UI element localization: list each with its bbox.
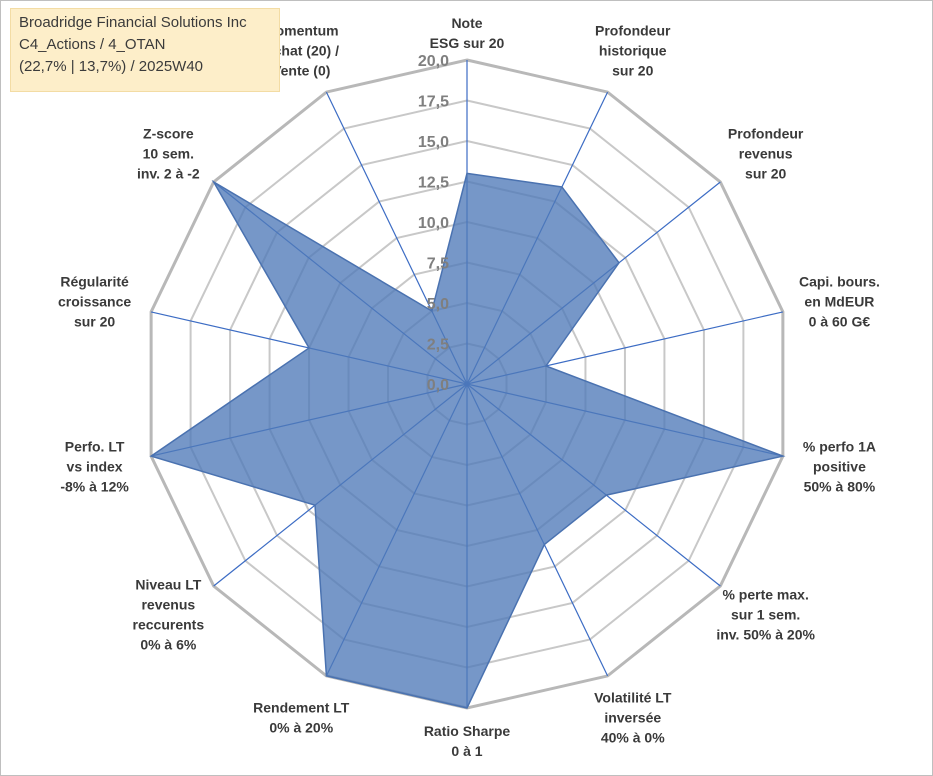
axis-label-line: inv. 2 à -2 [137,165,200,181]
axis-label-line: Rendement LT [253,699,350,715]
axis-label-line: Niveau LT [135,577,201,593]
axis-label-line: en MdEUR [804,294,874,310]
axis-label-line: % perte max. [722,587,808,603]
tick-label: 12,5 [418,175,449,192]
axis-label-line: positive [813,458,866,474]
axis-label-line: ESG sur 20 [430,35,505,51]
axis-label-line: sur 20 [74,314,115,330]
axis-label-line: Note [451,15,482,31]
axis-label-line: % perfo 1A [803,438,876,454]
tick-label: 0,0 [427,377,449,394]
axis-label-line: sur 20 [612,63,653,79]
radial-tick-labels: 0,0 2,5 5,0 7,5 10,0 12,5 15,0 17,5 20,0 [418,53,449,394]
tick-label: 17,5 [418,94,449,111]
axis-label: Régularité croissance sur 20 [58,274,131,330]
axis-label: Volatilité LT inversée 40% à 0% [594,689,672,745]
axis-label-line: sur 20 [745,165,786,181]
radar-series [149,172,786,709]
axis-label: % perfo 1A positive 50% à 80% [803,438,876,494]
axis-label: Momentum Achat (20) / Vente (0) [264,23,340,79]
axis-label-line: Achat (20) / [264,43,340,59]
axis-label-line: vs index [67,458,123,474]
axis-label-line: 50% à 80% [804,478,876,494]
axis-label-line: 0 à 1 [451,743,482,759]
axis-label-line: Profondeur [728,125,804,141]
axis-label-line: -8% à 12% [60,478,129,494]
axis-label-line: 40% à 0% [601,729,665,745]
series-area [149,172,786,709]
axis-label: Profondeur revenus sur 20 [728,125,804,181]
axis-label-line: 0% à 6% [140,637,197,653]
axis-label-line: 0% à 20% [269,719,333,735]
tick-label: 20,0 [418,53,449,70]
axis-label-line: Z-score [143,125,194,141]
axis-label: Profondeur historique sur 20 [595,23,671,79]
axis-label-line: 10 sem. [143,145,194,161]
tick-label: 10,0 [418,215,449,232]
axis-label-line: revenus [739,145,793,161]
axis-label-line: Régularité [60,274,129,290]
axis-label: Niveau LT revenus reccurents 0% à 6% [133,577,205,653]
tick-label: 2,5 [427,337,449,354]
axis-label-line: croissance [58,294,131,310]
axis-label-line: Vente (0) [272,63,330,79]
axis-label-line: historique [599,43,667,59]
axis-label: Rendement LT 0% à 20% [253,699,350,735]
axis-label-line: Perfo. LT [65,438,125,454]
stats-label: (22,7% | 13,7%) / 2025W40 [19,58,203,75]
chart-title-box: Broadridge Financial Solutions Inc C4_Ac… [10,8,280,92]
axis-label-line: Momentum [264,23,339,39]
axis-label-line: 0 à 60 G€ [809,314,871,330]
axis-label-line: reccurents [133,617,205,633]
axis-label-line: sur 1 sem. [731,607,800,623]
axis-label-line: Capi. bours. [799,274,880,290]
axis-label: Perfo. LT vs index -8% à 12% [60,438,129,494]
axis-label-line: revenus [141,597,195,613]
tick-label: 7,5 [427,256,449,273]
axis-labels: Note ESG sur 20 Profondeur historique sur 20… [58,15,880,759]
company-name: Broadridge Financial Solutions Inc [19,14,247,31]
axis-label: Capi. bours. en MdEUR 0 à 60 G€ [799,274,880,330]
axis-label: Note ESG sur 20 [430,15,505,51]
category-label: C4_Actions / 4_OTAN [19,36,166,53]
axis-label-line: Profondeur [595,23,671,39]
axis-label-line: inv. 50% à 20% [716,627,815,643]
axis-label: Z-score 10 sem. inv. 2 à -2 [137,125,200,181]
axis-label-line: Volatilité LT [594,689,672,705]
tick-label: 15,0 [418,134,449,151]
axis-label-line: inversée [604,709,661,725]
tick-label: 5,0 [427,296,449,313]
axis-label: Ratio Sharpe 0 à 1 [424,723,511,759]
axis-label-line: Ratio Sharpe [424,723,511,739]
axis-label: % perte max. sur 1 sem. inv. 50% à 20% [716,587,815,643]
